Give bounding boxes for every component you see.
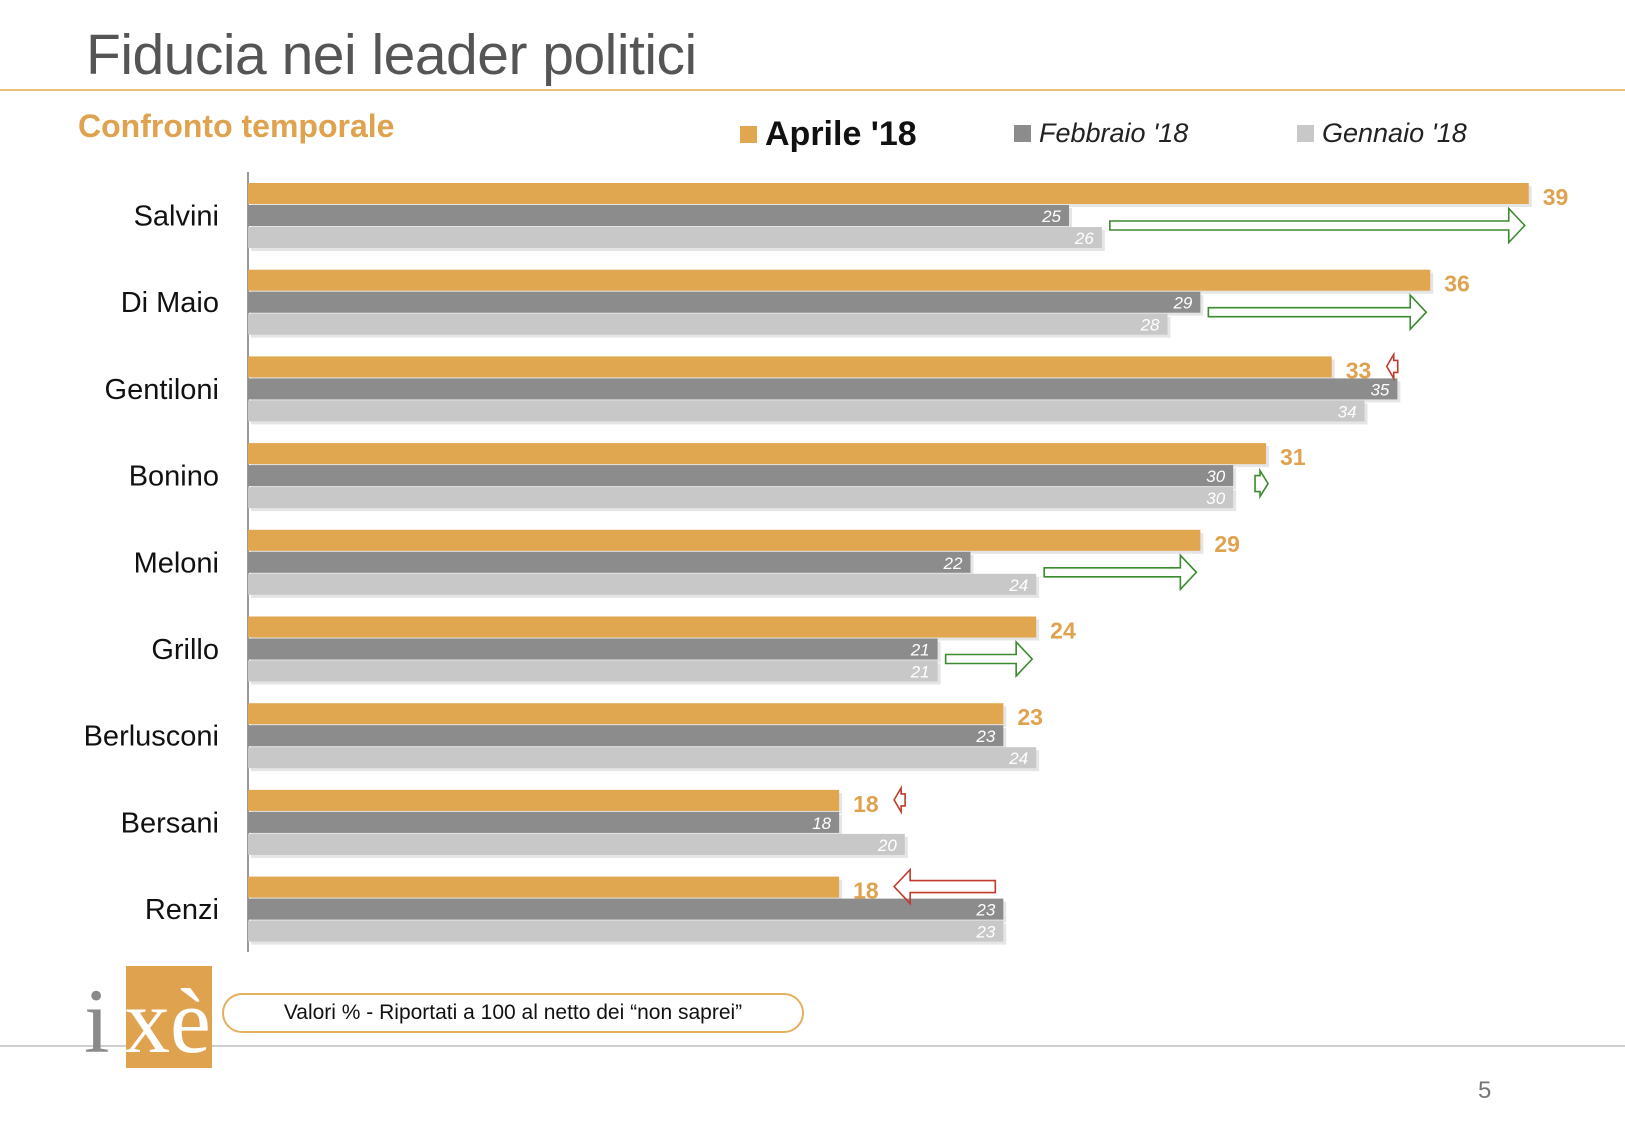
title-divider: [0, 89, 1625, 91]
bar: [248, 227, 1102, 248]
bar: [248, 638, 938, 660]
data-label: 24: [1008, 576, 1028, 595]
trend-down-arrow: [1385, 351, 1399, 382]
data-label-primary: 29: [1214, 531, 1240, 557]
bar: [248, 205, 1069, 226]
page-number: 5: [1478, 1077, 1492, 1104]
trend-down-arrow: [893, 784, 906, 815]
trend-down-arrow: [893, 867, 997, 906]
bar: [248, 443, 1267, 465]
bar: [248, 789, 840, 811]
legend-item-gennaio: Gennaio '18: [1297, 118, 1467, 149]
data-label: 30: [1206, 489, 1225, 508]
bar: [248, 833, 905, 855]
data-label-primary: 31: [1280, 444, 1306, 470]
data-label-primary: 24: [1050, 618, 1076, 644]
category-label: Bonino: [129, 461, 219, 493]
bar: [248, 616, 1037, 638]
trend-up-arrow: [1254, 467, 1269, 500]
bar: [248, 291, 1201, 313]
svg-text:xè: xè: [124, 970, 211, 1068]
legend-swatch-gennaio: [1297, 125, 1314, 142]
bar: [248, 183, 1529, 204]
data-label: 28: [1140, 316, 1160, 335]
page-title: Fiducia nei leader politici: [86, 23, 697, 87]
data-label: 30: [1206, 467, 1225, 486]
category-label: Bersani: [121, 807, 219, 839]
data-label: 18: [812, 814, 831, 833]
bar: [248, 551, 971, 573]
legend-item-febbraio: Febbraio '18: [1014, 118, 1188, 149]
legend-swatch-febbraio: [1014, 125, 1031, 142]
data-label-primary: 36: [1444, 271, 1470, 297]
data-label: 24: [1008, 749, 1028, 768]
data-label: 23: [975, 727, 995, 746]
bar: [248, 573, 1037, 595]
trend-up-arrow: [1109, 206, 1526, 245]
data-label: 29: [1172, 294, 1192, 313]
bar: [248, 313, 1168, 335]
legend-item-aprile: Aprile '18: [740, 115, 917, 154]
data-label: 21: [910, 641, 930, 660]
bar: [248, 703, 1004, 725]
data-label: 34: [1338, 402, 1357, 421]
data-label: 21: [910, 663, 930, 682]
bar: [248, 811, 840, 833]
legend-label-gennaio: Gennaio '18: [1322, 118, 1467, 148]
data-label-primary: 23: [1017, 704, 1043, 730]
legend-label-aprile: Aprile '18: [765, 115, 917, 153]
bar: [248, 269, 1431, 291]
bar: [248, 898, 1004, 920]
svg-text:i: i: [84, 970, 110, 1068]
bar: [248, 465, 1234, 487]
data-label: 25: [1041, 207, 1061, 226]
data-label: 23: [975, 901, 995, 920]
category-label: Renzi: [145, 894, 219, 926]
data-label-primary: 39: [1543, 184, 1569, 210]
data-label: 23: [975, 923, 995, 942]
category-label: Gentiloni: [105, 374, 219, 406]
trend-up-arrow: [1207, 293, 1428, 332]
bar: [248, 747, 1037, 769]
data-label: 22: [943, 554, 963, 573]
bar: [248, 725, 1004, 747]
category-label: Di Maio: [121, 287, 219, 319]
bar: [248, 660, 938, 682]
chart-subtitle: Confronto temporale: [78, 108, 395, 144]
bar: [248, 400, 1365, 422]
ixe-logo: i xè: [84, 966, 212, 1068]
footer-divider: [0, 1045, 1625, 1047]
legend-label-febbraio: Febbraio '18: [1039, 118, 1189, 148]
bar: [248, 487, 1234, 509]
category-label: Meloni: [134, 547, 219, 579]
data-label: 35: [1370, 380, 1389, 399]
trend-up-arrow: [944, 639, 1034, 679]
category-label: Berlusconi: [84, 721, 219, 753]
legend-swatch-aprile: [740, 126, 757, 143]
data-label: 20: [877, 836, 897, 855]
bar: [248, 356, 1332, 378]
trend-up-arrow: [1043, 553, 1198, 592]
bar: [248, 920, 1004, 942]
category-label: Salvini: [134, 201, 219, 233]
category-label: Grillo: [151, 634, 219, 666]
data-label: 26: [1074, 229, 1094, 248]
data-label-primary: 18: [853, 791, 879, 817]
footnote: Valori % - Riportati a 100 al netto dei …: [222, 993, 804, 1033]
bar: [248, 378, 1398, 400]
bar: [248, 876, 840, 898]
bar: [248, 529, 1201, 551]
